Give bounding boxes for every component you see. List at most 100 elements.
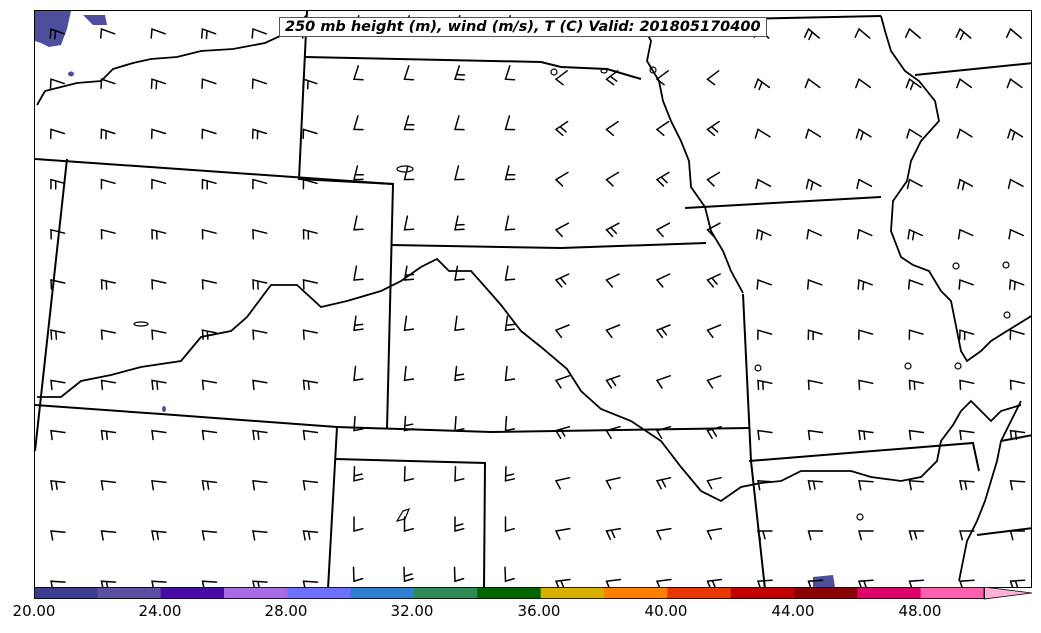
- wind-barb: [50, 580, 66, 587]
- colorbar-segment: [224, 587, 288, 599]
- wind-barb: [100, 78, 116, 89]
- boundary-4: [35, 158, 68, 452]
- wind-barb: [755, 178, 772, 190]
- wind-barb: [605, 70, 619, 86]
- lake-5: [1002, 261, 1010, 269]
- boundary-9: [334, 458, 487, 587]
- boundary-8: [327, 426, 338, 587]
- river-east: [880, 15, 1031, 363]
- wind-barb: [754, 78, 771, 91]
- lake-3: [649, 66, 657, 74]
- wind-barb: [755, 228, 772, 241]
- wind-barb: [655, 222, 671, 238]
- wind-barb: [804, 78, 821, 89]
- river-se: [958, 400, 1022, 582]
- wind-barb: [957, 178, 974, 191]
- wind-barb: [605, 425, 621, 440]
- wind-barb: [49, 27, 65, 40]
- wind-barb: [858, 479, 874, 491]
- wind-barb: [504, 516, 515, 532]
- wind-barb: [757, 530, 773, 541]
- wind-barb: [201, 429, 218, 441]
- wind-barb: [554, 527, 571, 540]
- wind-barb: [907, 228, 924, 241]
- wind-barb: [1009, 479, 1026, 491]
- wind-barb: [1008, 228, 1025, 240]
- wind-barb: [302, 580, 319, 587]
- wind-barb: [201, 178, 217, 190]
- wind-barb: [756, 579, 773, 587]
- wind-barb: [302, 429, 319, 441]
- wind-barb: [353, 265, 364, 281]
- wind-barb: [454, 115, 465, 131]
- wind-barb: [252, 580, 268, 587]
- wind-barb: [151, 329, 167, 340]
- wind-barb: [50, 530, 66, 541]
- wind-barb: [100, 178, 116, 190]
- wind-barb: [151, 580, 167, 587]
- lakes: [133, 66, 1011, 522]
- wind-barb: [959, 329, 975, 341]
- colorbar-segment: [97, 587, 162, 599]
- wind-barb: [807, 479, 824, 491]
- wind-barb: [807, 579, 824, 587]
- wind-barb: [1009, 379, 1025, 391]
- wind-barb: [201, 479, 218, 491]
- colorbar-segment: [667, 587, 732, 599]
- wind-barbs: [49, 15, 1026, 587]
- wind-barb: [554, 222, 570, 238]
- wind-barb: [1007, 178, 1024, 190]
- wind-barb: [49, 78, 66, 89]
- wind-barb: [1006, 78, 1023, 89]
- map-panel: 250 mb height (m), wind (m/s), T (C) Val…: [34, 10, 1032, 588]
- wind-barb: [807, 329, 823, 341]
- lake-11: [396, 165, 414, 173]
- wind-barb: [504, 65, 516, 81]
- colorbar-segment: [920, 587, 985, 599]
- boundary-5: [390, 242, 707, 250]
- wind-barb: [858, 379, 874, 391]
- wind-barb: [908, 329, 924, 340]
- wind-barb: [805, 178, 822, 191]
- colorbar-tick-label: 40.00: [644, 602, 688, 620]
- wind-barb: [403, 265, 415, 281]
- wind-barb: [151, 530, 167, 541]
- wind-barb: [504, 115, 516, 131]
- wind-barb: [957, 228, 974, 240]
- wind-barb: [803, 27, 820, 41]
- wind-barb: [151, 479, 167, 491]
- wind-barb: [50, 379, 66, 391]
- wind-barb: [905, 78, 922, 91]
- wind-barb: [201, 78, 217, 89]
- wind-barb: [857, 579, 874, 587]
- colorbar-segment: [414, 587, 478, 599]
- wind-barb: [352, 566, 364, 583]
- boundary-14: [976, 527, 1031, 536]
- wind-barb: [655, 425, 672, 440]
- lake-1: [550, 68, 558, 76]
- wind-barb: [353, 466, 364, 482]
- wind-barb: [504, 566, 515, 583]
- wind-barb: [655, 120, 670, 137]
- lake-10: [856, 513, 864, 521]
- wind-barb: [754, 128, 771, 139]
- lake-7: [754, 364, 762, 372]
- wind-barb: [655, 324, 671, 339]
- colorbar-segment: [160, 587, 225, 599]
- wind-barb: [454, 265, 465, 281]
- wind-barb: [150, 78, 167, 90]
- wind-barb: [806, 228, 823, 240]
- wind-barb: [302, 228, 318, 240]
- wind-barb: [605, 527, 622, 540]
- wind-barb: [605, 375, 621, 389]
- wind-barb: [959, 429, 975, 441]
- wind-barb: [956, 78, 973, 89]
- wind-barb: [605, 476, 621, 490]
- river-mississippi: [640, 20, 744, 294]
- colorbar-segment: [540, 587, 605, 599]
- wind-barb: [908, 579, 925, 587]
- wind-barb: [49, 128, 66, 140]
- wind-barb: [50, 479, 66, 491]
- wind-barb: [1005, 27, 1022, 39]
- wind-barb: [906, 178, 923, 190]
